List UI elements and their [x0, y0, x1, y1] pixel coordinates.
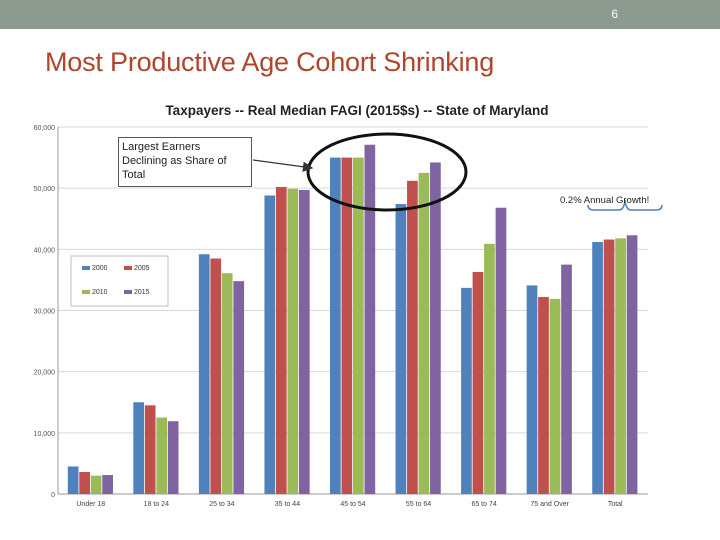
bar-2015 [430, 162, 441, 494]
bar-2005 [603, 239, 615, 494]
y-tick-label: 20,000 [34, 370, 56, 377]
bar-2005 [472, 271, 484, 494]
growth-bracket [587, 199, 663, 211]
bar-2010 [615, 238, 626, 494]
y-tick-label: 10,000 [34, 431, 56, 438]
bar-2005 [275, 186, 287, 494]
legend-label: 2000 [92, 265, 108, 272]
bar-2005 [341, 157, 353, 495]
callout-box: Largest Earners Declining as Share of To… [118, 137, 252, 187]
category-label: Under 18 [76, 501, 105, 508]
category-label: 25 to 34 [209, 501, 234, 508]
bar-2000 [395, 204, 407, 494]
y-tick-label: 0 [51, 492, 55, 499]
bar-2000 [133, 402, 145, 494]
growth-note: 0.2% Annual Growth! [560, 195, 649, 206]
bar-2005 [210, 258, 222, 494]
legend-swatch [82, 290, 90, 294]
bar-2010 [418, 172, 430, 494]
bar-2010 [484, 243, 495, 494]
bar-2010 [156, 417, 168, 494]
bar-2010 [549, 298, 561, 494]
legend-label: 2010 [92, 289, 108, 296]
bar-2000 [526, 285, 538, 494]
bar-2015 [167, 421, 179, 494]
category-labels: Under 18 18 to 24 25 to 34 35 to 44 45 to 54… [76, 501, 623, 508]
y-tick-label: 30,000 [34, 309, 56, 316]
bar-2005 [144, 405, 156, 494]
chart-title: Taxpayers -- Real Median FAGI (2015$s) -… [165, 103, 548, 118]
bar-2015 [561, 264, 572, 494]
bar-2015 [298, 190, 310, 495]
bar-2000 [592, 241, 603, 494]
highlight-ellipse [306, 132, 468, 212]
category-label: 65 to 74 [471, 501, 496, 508]
bar-2000 [67, 466, 79, 494]
bar-2015 [495, 207, 507, 495]
y-tick-labels: 0 10,000 20,000 30,000 40,000 50,000 60,000 [34, 125, 56, 499]
category-label: 55 to 64 [406, 501, 431, 508]
y-tick-label: 40,000 [34, 247, 56, 254]
bar-2010 [221, 273, 233, 494]
bar-2005 [79, 471, 90, 494]
bar-2000 [198, 254, 210, 494]
bar-2015 [233, 281, 245, 494]
bar-2005 [407, 180, 418, 494]
legend-swatch [124, 290, 132, 294]
legend-label: 2015 [134, 289, 150, 296]
legend-label: 2005 [134, 265, 150, 272]
category-label: 18 to 24 [144, 501, 169, 508]
y-tick-label: 50,000 [34, 186, 56, 193]
bar-2010 [353, 157, 364, 495]
callout-arrow [252, 159, 314, 172]
bar-2010 [90, 475, 102, 494]
bar-2015 [102, 475, 113, 494]
bar-2000 [264, 195, 276, 495]
bar-2015 [626, 235, 638, 494]
bars [67, 144, 638, 495]
legend-swatch [82, 266, 90, 270]
bar-2005 [538, 297, 549, 494]
category-label: 75 and Over [530, 501, 569, 508]
category-label: 45 to 54 [340, 501, 365, 508]
bar-2000 [461, 287, 472, 494]
category-label: Total [608, 501, 623, 508]
top-bar: 6 [0, 0, 720, 29]
legend: 2000 2005 2010 2015 [82, 265, 150, 296]
slide-title: Most Productive Age Cohort Shrinking [45, 47, 495, 77]
y-tick-label: 60,000 [34, 125, 56, 132]
bar-2010 [287, 188, 299, 495]
slide-number: 6 [611, 7, 618, 21]
category-label: 35 to 44 [275, 501, 300, 508]
bar-2015 [364, 144, 376, 494]
legend-box [70, 255, 169, 307]
legend-swatch [124, 266, 132, 270]
bar-2000 [330, 157, 341, 495]
